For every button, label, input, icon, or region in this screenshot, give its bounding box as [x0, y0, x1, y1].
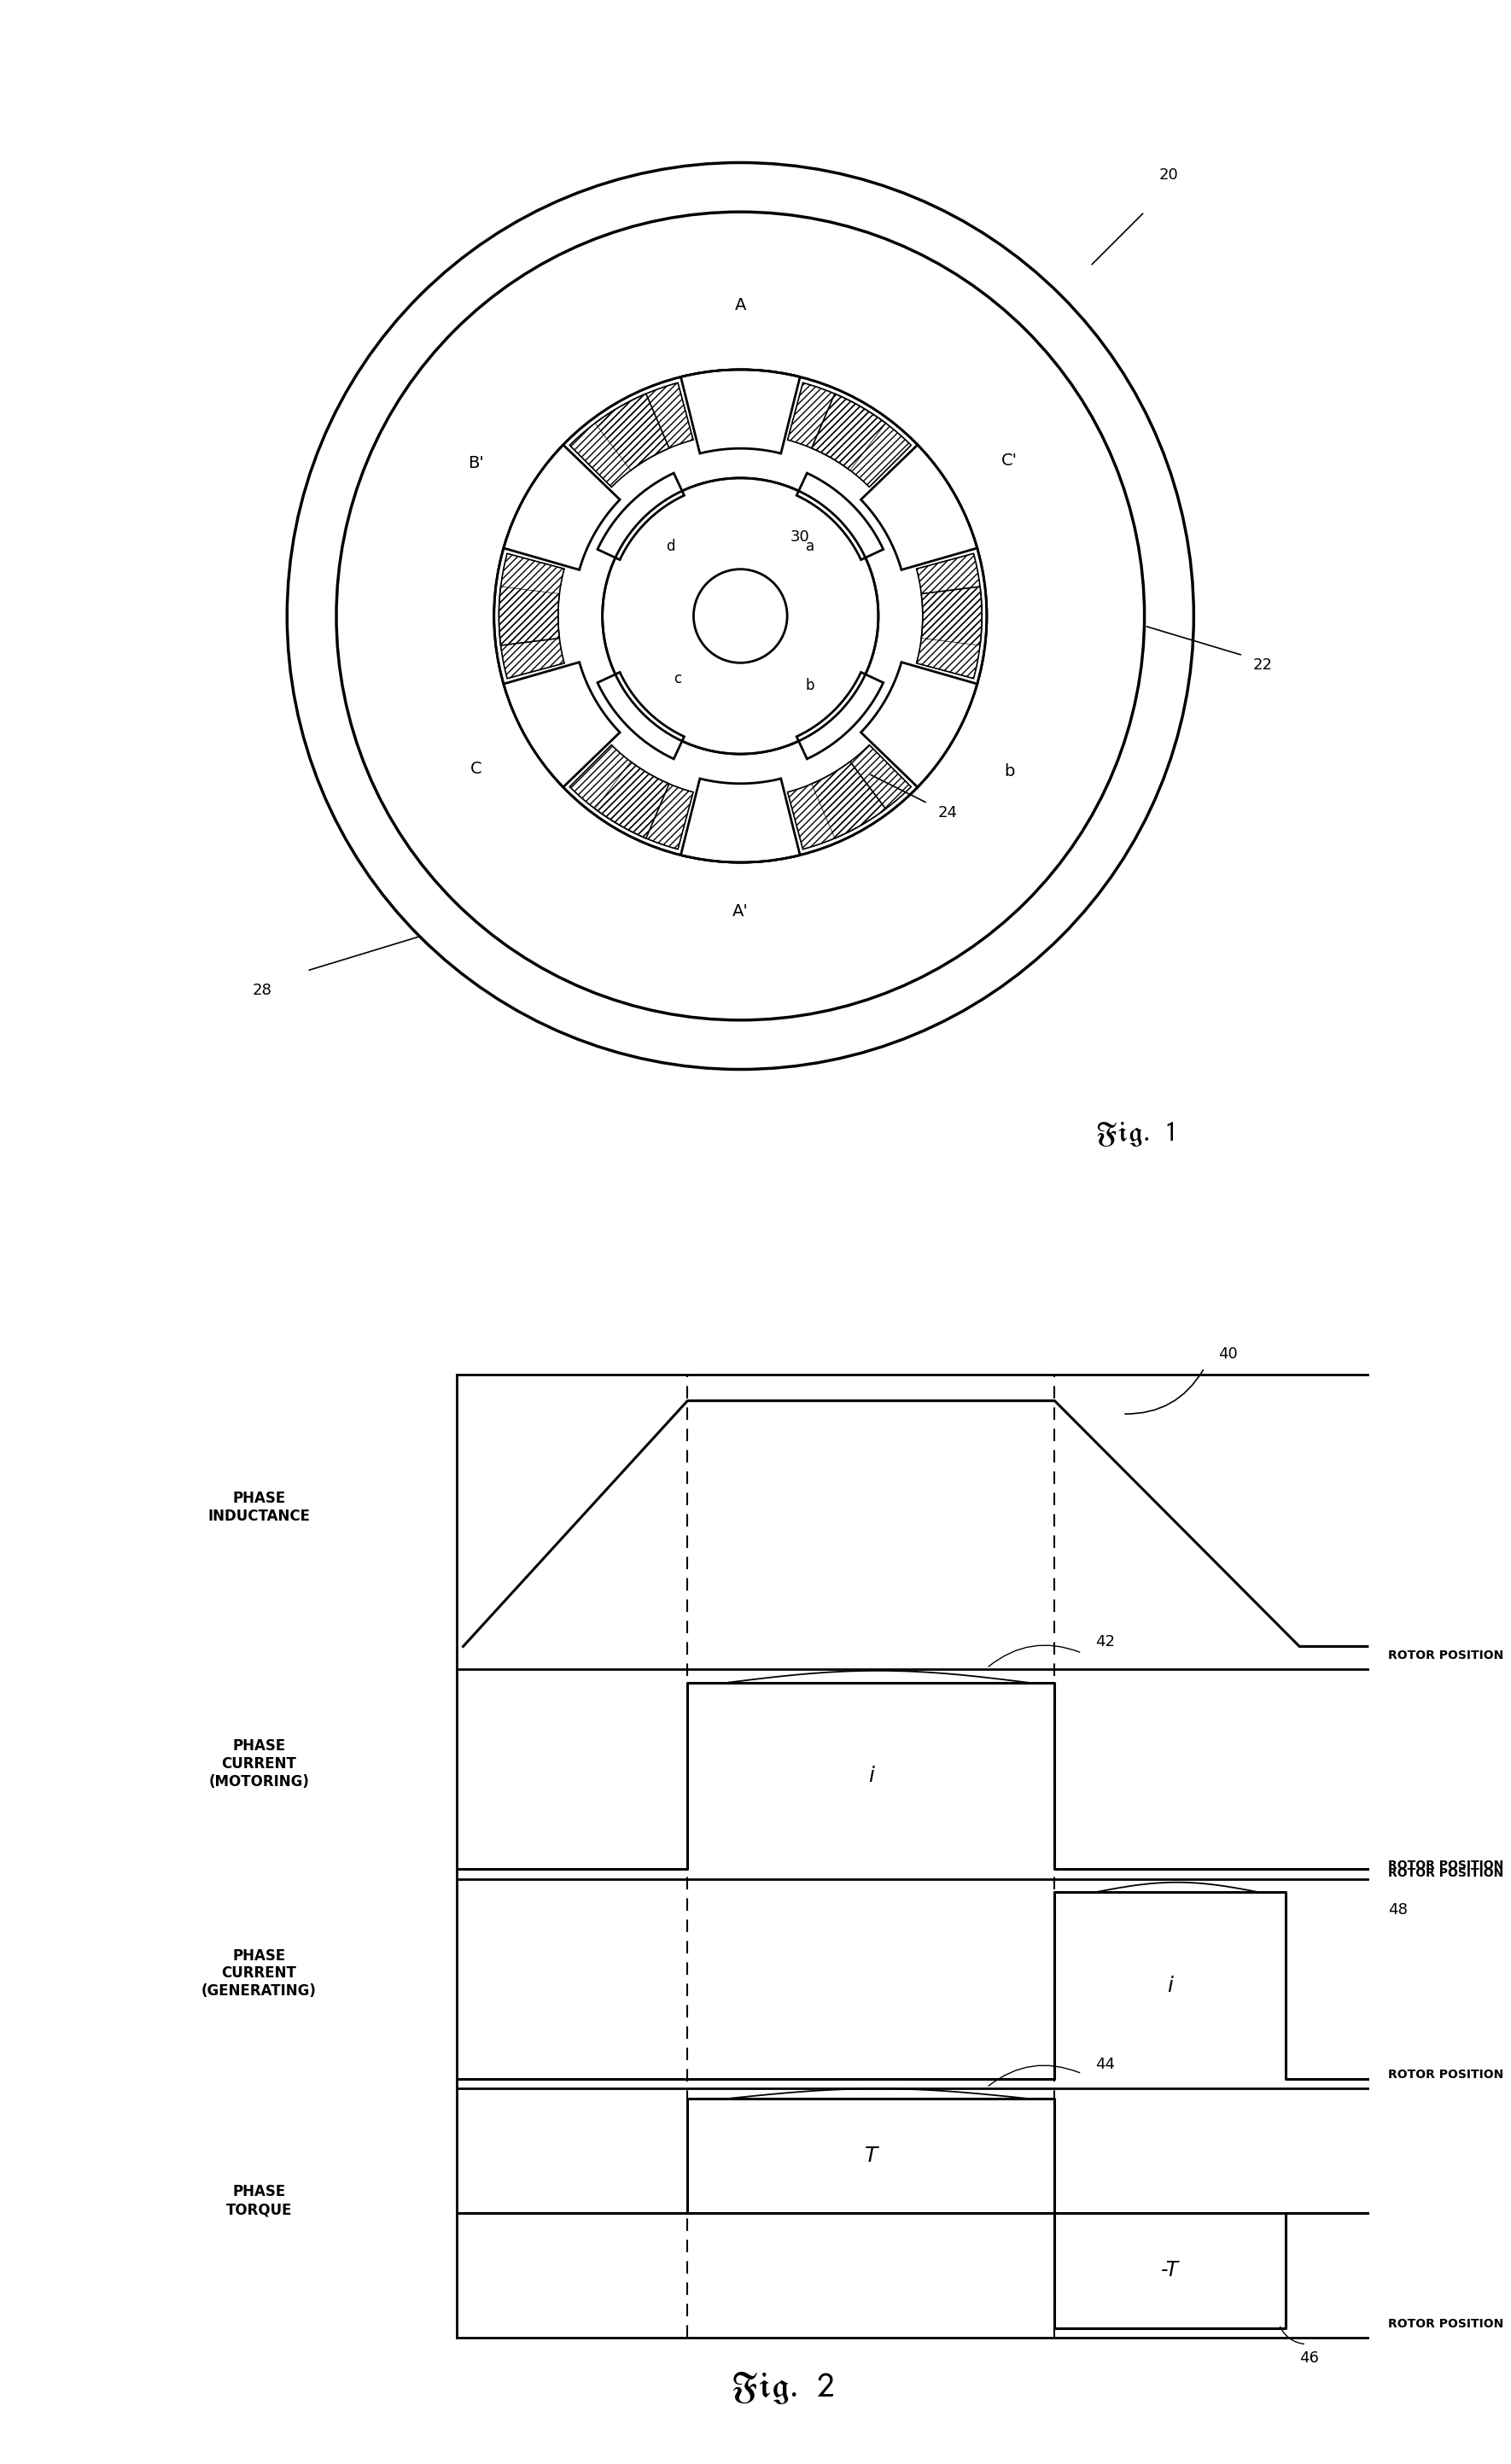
Circle shape [337, 212, 1144, 1020]
Text: ROTOR POSITION: ROTOR POSITION [1389, 2070, 1503, 2080]
Circle shape [494, 370, 987, 862]
Text: 48: 48 [1389, 1902, 1407, 1917]
Text: i: i [1168, 1976, 1173, 1996]
Text: ROTOR POSITION: ROTOR POSITION [1389, 1648, 1503, 1661]
Text: B': B' [468, 456, 484, 471]
Text: b: b [1003, 764, 1014, 779]
Polygon shape [681, 370, 799, 453]
Text: 20: 20 [1159, 168, 1179, 182]
Text: A': A' [733, 904, 748, 919]
Text: 28: 28 [252, 983, 272, 998]
Polygon shape [595, 382, 694, 471]
Polygon shape [861, 663, 978, 786]
Polygon shape [681, 779, 799, 862]
Polygon shape [787, 761, 885, 850]
Text: PHASE
CURRENT
(MOTORING): PHASE CURRENT (MOTORING) [209, 1737, 310, 1789]
Circle shape [603, 478, 878, 754]
Polygon shape [917, 554, 982, 646]
Text: T: T [864, 2146, 878, 2166]
Text: 46: 46 [1299, 2351, 1319, 2365]
Text: A: A [734, 298, 746, 313]
Text: -T: -T [1162, 2259, 1179, 2282]
Text: PHASE
TORQUE: PHASE TORQUE [227, 2183, 292, 2218]
Text: 44: 44 [1095, 2057, 1115, 2072]
Polygon shape [787, 382, 885, 471]
Polygon shape [499, 586, 564, 678]
Polygon shape [597, 673, 684, 759]
Circle shape [287, 163, 1194, 1069]
Text: b: b [805, 678, 814, 692]
Polygon shape [595, 761, 694, 850]
Polygon shape [917, 586, 982, 678]
Polygon shape [796, 673, 884, 759]
Polygon shape [499, 554, 564, 646]
Text: PHASE
CURRENT
(GENERATING): PHASE CURRENT (GENERATING) [201, 1949, 317, 1998]
Text: ROTOR POSITION: ROTOR POSITION [1389, 1868, 1503, 1880]
Text: 42: 42 [1095, 1634, 1115, 1651]
Text: d: d [666, 540, 675, 554]
Polygon shape [811, 394, 911, 488]
Polygon shape [570, 394, 669, 488]
Circle shape [694, 569, 787, 663]
Text: 24: 24 [937, 806, 956, 821]
Text: $\mathfrak{Fig.\ 1}$: $\mathfrak{Fig.\ 1}$ [1095, 1119, 1174, 1148]
Text: PHASE
INDUCTANCE: PHASE INDUCTANCE [209, 1491, 310, 1523]
Text: 22: 22 [1253, 658, 1272, 673]
Polygon shape [796, 473, 884, 559]
Text: $\mathfrak{Fig.\ 2}$: $\mathfrak{Fig.\ 2}$ [730, 2370, 836, 2407]
Text: ROTOR POSITION: ROTOR POSITION [1389, 1860, 1503, 1870]
Text: C: C [470, 761, 482, 776]
Polygon shape [597, 473, 684, 559]
Polygon shape [570, 744, 669, 838]
Text: ROTOR POSITION: ROTOR POSITION [1389, 2319, 1503, 2331]
Text: 40: 40 [1218, 1345, 1238, 1363]
Text: C': C' [1002, 453, 1017, 468]
Polygon shape [861, 446, 978, 569]
Text: c: c [674, 670, 681, 687]
Polygon shape [503, 446, 620, 569]
Text: i: i [869, 1767, 873, 1786]
Text: 30: 30 [790, 530, 810, 545]
Text: a: a [805, 540, 814, 554]
Polygon shape [503, 663, 620, 786]
Polygon shape [811, 744, 911, 838]
